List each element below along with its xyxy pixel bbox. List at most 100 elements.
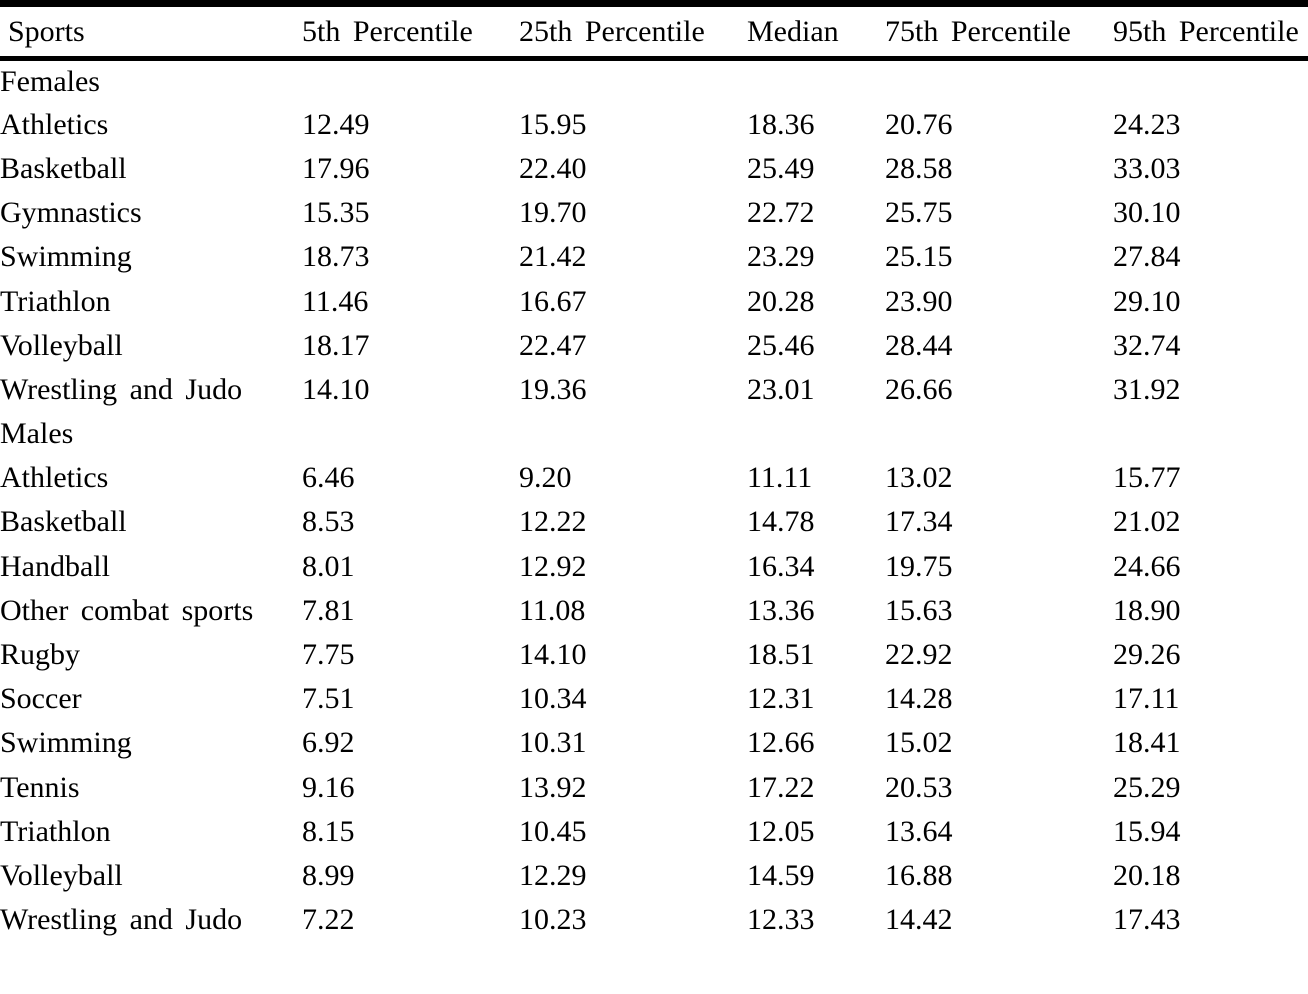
table-row: Basketball 17.96 22.40 25.49 28.58 33.03 bbox=[0, 147, 1308, 191]
value-cell: 22.72 bbox=[747, 196, 815, 230]
value-cell: 14.10 bbox=[519, 638, 587, 672]
value-cell: 28.58 bbox=[885, 151, 953, 185]
column-header-sports: Sports bbox=[0, 3, 302, 61]
sport-name: Swimming bbox=[0, 240, 132, 274]
value-cell: 17.34 bbox=[885, 505, 953, 539]
table-row: Swimming 6.92 10.31 12.66 15.02 18.41 bbox=[0, 721, 1308, 765]
table-row: Basketball 8.53 12.22 14.78 17.34 21.02 bbox=[0, 500, 1308, 544]
sport-name: Rugby bbox=[0, 638, 81, 672]
value-cell: 25.75 bbox=[885, 196, 953, 230]
value-cell: 6.92 bbox=[302, 726, 355, 760]
value-cell: 12.66 bbox=[747, 726, 815, 760]
sport-name: Handball bbox=[0, 549, 110, 583]
value-cell: 11.08 bbox=[519, 593, 586, 627]
sport-name: Wrestling and Judo bbox=[0, 903, 243, 937]
table-row: Athletics 6.46 9.20 11.11 13.02 15.77 bbox=[0, 456, 1308, 500]
column-header-25th-percentile: 25th Percentile bbox=[519, 3, 747, 61]
table-row: Rugby 7.75 14.10 18.51 22.92 29.26 bbox=[0, 633, 1308, 677]
value-cell: 29.26 bbox=[1113, 638, 1181, 672]
value-cell: 9.20 bbox=[519, 461, 572, 495]
sport-name: Athletics bbox=[0, 107, 109, 141]
value-cell: 11.11 bbox=[747, 461, 813, 495]
value-cell: 10.34 bbox=[519, 682, 587, 716]
sport-name: Volleyball bbox=[0, 328, 123, 362]
value-cell: 12.31 bbox=[747, 682, 815, 716]
value-cell: 27.84 bbox=[1113, 240, 1181, 274]
sport-name: Basketball bbox=[0, 151, 127, 185]
table-row: Gymnastics 15.35 19.70 22.72 25.75 30.10 bbox=[0, 191, 1308, 235]
value-cell: 17.43 bbox=[1113, 903, 1181, 937]
value-cell: 15.95 bbox=[519, 107, 587, 141]
sport-name: Athletics bbox=[0, 461, 109, 495]
table-row: Volleyball 8.99 12.29 14.59 16.88 20.18 bbox=[0, 854, 1308, 898]
value-cell: 19.75 bbox=[885, 549, 953, 583]
value-cell: 20.18 bbox=[1113, 858, 1181, 892]
value-cell: 25.49 bbox=[747, 151, 815, 185]
value-cell: 12.92 bbox=[519, 549, 587, 583]
value-cell: 10.23 bbox=[519, 903, 587, 937]
value-cell: 15.35 bbox=[302, 196, 370, 230]
value-cell: 6.46 bbox=[302, 461, 355, 495]
value-cell: 12.05 bbox=[747, 814, 815, 848]
sport-name: Basketball bbox=[0, 505, 127, 539]
value-cell: 32.74 bbox=[1113, 328, 1181, 362]
value-cell: 23.01 bbox=[747, 372, 815, 406]
sport-name: Soccer bbox=[0, 682, 82, 716]
value-cell: 20.53 bbox=[885, 770, 953, 804]
table-body: Females Athletics 12.49 15.95 18.36 20.76 24.2… bbox=[0, 59, 1308, 943]
value-cell: 18.90 bbox=[1113, 593, 1181, 627]
value-cell: 21.02 bbox=[1113, 505, 1181, 539]
sport-name: Wrestling and Judo bbox=[0, 372, 243, 406]
section-label: Males bbox=[0, 417, 74, 451]
table-row: Tennis 9.16 13.92 17.22 20.53 25.29 bbox=[0, 766, 1308, 810]
section-row: Males bbox=[0, 412, 1308, 456]
value-cell: 26.66 bbox=[885, 372, 953, 406]
table-row: Swimming 18.73 21.42 23.29 25.15 27.84 bbox=[0, 235, 1308, 279]
table-row: Wrestling and Judo 14.10 19.36 23.01 26.66 31… bbox=[0, 368, 1308, 412]
value-cell: 18.73 bbox=[302, 240, 370, 274]
table-row: Triathlon 11.46 16.67 20.28 23.90 29.10 bbox=[0, 279, 1308, 323]
value-cell: 25.29 bbox=[1113, 770, 1181, 804]
value-cell: 16.88 bbox=[885, 858, 953, 892]
value-cell: 12.49 bbox=[302, 107, 370, 141]
value-cell: 24.23 bbox=[1113, 107, 1181, 141]
table-row: Soccer 7.51 10.34 12.31 14.28 17.11 bbox=[0, 677, 1308, 721]
value-cell: 15.77 bbox=[1113, 461, 1181, 495]
sport-name: Tennis bbox=[0, 770, 80, 804]
value-cell: 23.29 bbox=[747, 240, 815, 274]
value-cell: 12.29 bbox=[519, 858, 587, 892]
value-cell: 8.99 bbox=[302, 858, 355, 892]
value-cell: 13.36 bbox=[747, 593, 815, 627]
value-cell: 21.42 bbox=[519, 240, 587, 274]
value-cell: 10.45 bbox=[519, 814, 587, 848]
value-cell: 22.47 bbox=[519, 328, 587, 362]
value-cell: 15.94 bbox=[1113, 814, 1181, 848]
sport-name: Triathlon bbox=[0, 814, 111, 848]
value-cell: 25.15 bbox=[885, 240, 953, 274]
value-cell: 13.64 bbox=[885, 814, 953, 848]
value-cell: 25.46 bbox=[747, 328, 815, 362]
value-cell: 18.36 bbox=[747, 107, 815, 141]
value-cell: 16.34 bbox=[747, 549, 815, 583]
sport-name: Other combat sports bbox=[0, 593, 254, 627]
table-row: Other combat sports 7.81 11.08 13.36 15.63 18… bbox=[0, 589, 1308, 633]
value-cell: 12.33 bbox=[747, 903, 815, 937]
value-cell: 8.01 bbox=[302, 549, 355, 583]
value-cell: 9.16 bbox=[302, 770, 355, 804]
table-row: Athletics 12.49 15.95 18.36 20.76 24.23 bbox=[0, 103, 1308, 147]
value-cell: 17.11 bbox=[1113, 682, 1180, 716]
table-header: Sports 5th Percentile 25th Percentile Me… bbox=[0, 3, 1308, 61]
value-cell: 20.28 bbox=[747, 284, 815, 318]
value-cell: 14.59 bbox=[747, 858, 815, 892]
value-cell: 24.66 bbox=[1113, 549, 1181, 583]
value-cell: 14.78 bbox=[747, 505, 815, 539]
value-cell: 28.44 bbox=[885, 328, 953, 362]
value-cell: 19.36 bbox=[519, 372, 587, 406]
value-cell: 8.53 bbox=[302, 505, 355, 539]
column-header-5th-percentile: 5th Percentile bbox=[302, 3, 519, 61]
value-cell: 31.92 bbox=[1113, 372, 1181, 406]
value-cell: 14.10 bbox=[302, 372, 370, 406]
table-row: Wrestling and Judo 7.22 10.23 12.33 14.42 17.… bbox=[0, 898, 1308, 942]
value-cell: 29.10 bbox=[1113, 284, 1181, 318]
